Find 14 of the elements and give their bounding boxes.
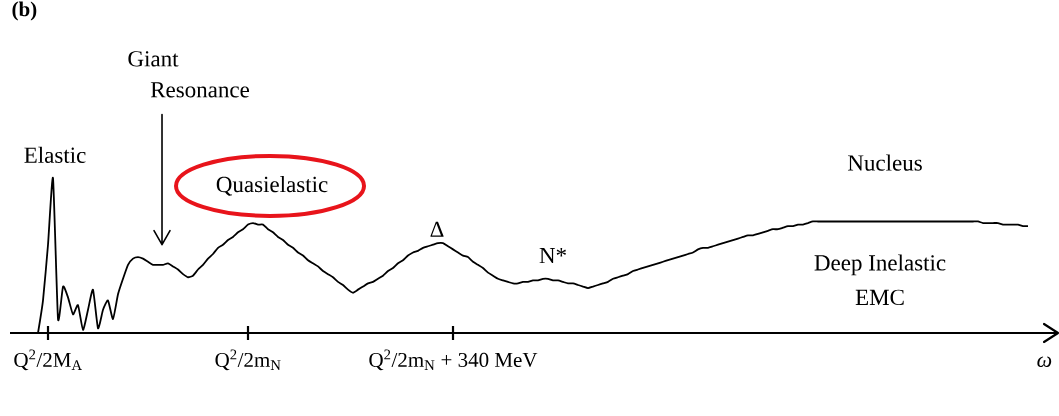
x-tick-label: Q$^{2}$/2m$_{N}$ [215,349,281,371]
chart-title: (b) [12,1,37,21]
x-tick-label: Q$^{2}$/2M$_{A}$ [14,349,82,371]
text: Giant [128,51,179,67]
text: Nucleus [847,154,922,171]
x-axis-title: ω [1037,356,1052,368]
annotation: Quasielastic [216,176,328,196]
text: Elastic [24,146,86,163]
annotation: Δ [430,221,444,237]
x-tick-label: Q$^{2}$/2m$_{N}$ + 340 MeV [369,349,538,371]
annotation: EMC [855,289,904,306]
annotation: N* [539,248,566,264]
annotation: Deep Inelastic [814,254,946,276]
text: Resonance [150,82,250,98]
